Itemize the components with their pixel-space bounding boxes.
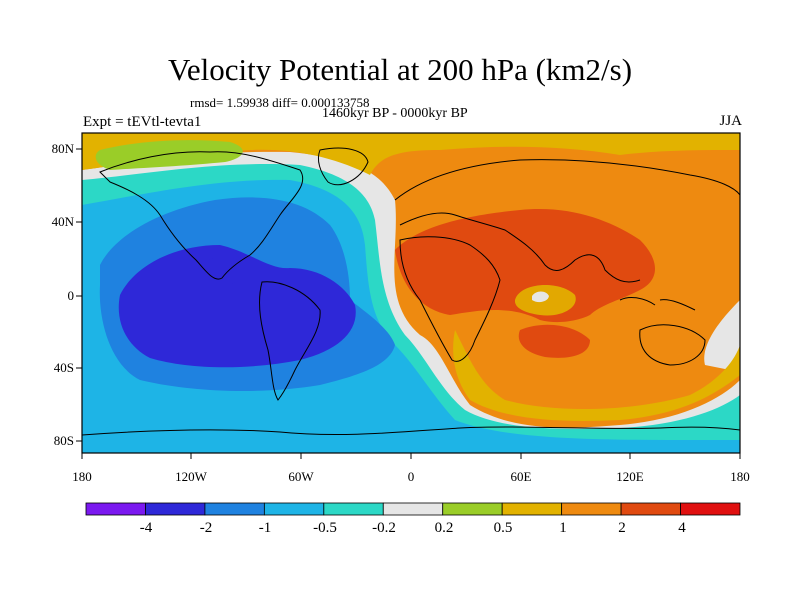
coast-greenland xyxy=(317,147,369,186)
lon-label-0: 0 xyxy=(407,469,415,484)
colorbar-swatch xyxy=(204,502,265,516)
field-region-neg-0p2-east xyxy=(704,300,740,372)
colorbar-label: -0.5 xyxy=(313,520,337,536)
colorbar xyxy=(85,502,741,516)
colorbar-swatch xyxy=(145,502,206,516)
colorbar-label: -2 xyxy=(199,520,213,536)
colorbar-swatch xyxy=(85,502,146,516)
stats-text: rmsd= 1.59938 diff= 0.000133758 xyxy=(190,95,370,110)
coast-north-america xyxy=(99,151,303,280)
colorbar-swatch xyxy=(442,502,503,516)
lon-label-60e: 60E xyxy=(510,469,532,484)
colorbar-label: 0.5 xyxy=(493,520,513,536)
colorbar-label: -4 xyxy=(139,520,153,536)
lat-label-0: 0 xyxy=(67,288,75,303)
lon-label-60w: 60W xyxy=(288,469,314,484)
map-field xyxy=(82,133,740,453)
season-label: JJA xyxy=(719,113,742,129)
lon-label-180e: 180 xyxy=(730,469,750,484)
colorbar-label: 4 xyxy=(678,520,686,536)
field-region-pos-0p5 xyxy=(95,140,243,170)
colorbar-label: 2 xyxy=(618,520,626,536)
field-region-pos-4 xyxy=(395,209,655,323)
field-region-pos-4-south xyxy=(518,324,590,358)
field-region-pos-1 xyxy=(82,133,740,175)
period-text: 1460kyr BP - 0000kyr BP xyxy=(322,106,468,121)
field-region-neg-4 xyxy=(118,245,356,368)
colorbar-label: -1 xyxy=(258,520,272,536)
lat-label-40s: 40S xyxy=(53,360,74,375)
colorbar-swatch xyxy=(680,502,741,516)
lon-label-120e: 120E xyxy=(616,469,644,484)
coast-south-america xyxy=(259,281,321,401)
axis-ticks xyxy=(76,148,741,459)
coast-australia xyxy=(639,324,706,366)
coast-europe-asia xyxy=(394,159,740,283)
colorbar-swatch xyxy=(501,502,563,516)
coast-indonesia xyxy=(619,297,696,311)
colorbar-label: 0.2 xyxy=(434,520,454,536)
coast-antarctica xyxy=(82,426,740,436)
colorbar-label: -0.2 xyxy=(372,520,396,536)
field-region-neg-0p2-spot xyxy=(532,291,549,303)
lon-label-120w: 120W xyxy=(175,469,207,484)
colorbar-swatch xyxy=(263,502,325,516)
lat-label-80s: 80S xyxy=(53,433,74,448)
lat-label-80n: 80N xyxy=(51,141,74,156)
colorbar-swatch xyxy=(620,502,681,516)
experiment-label: Expt = tEVtl-tevta1 xyxy=(83,114,202,130)
colorbar-swatch xyxy=(323,502,384,516)
coastlines xyxy=(82,147,740,436)
coast-africa xyxy=(399,236,501,362)
lat-label-40n: 40N xyxy=(51,214,74,229)
colorbar-label: 1 xyxy=(559,520,567,536)
colorbar-swatch xyxy=(382,502,444,516)
chart-title: Velocity Potential at 200 hPa (km2/s) xyxy=(167,52,633,87)
colorbar-swatch xyxy=(561,502,622,516)
lon-label-180w: 180 xyxy=(72,469,92,484)
